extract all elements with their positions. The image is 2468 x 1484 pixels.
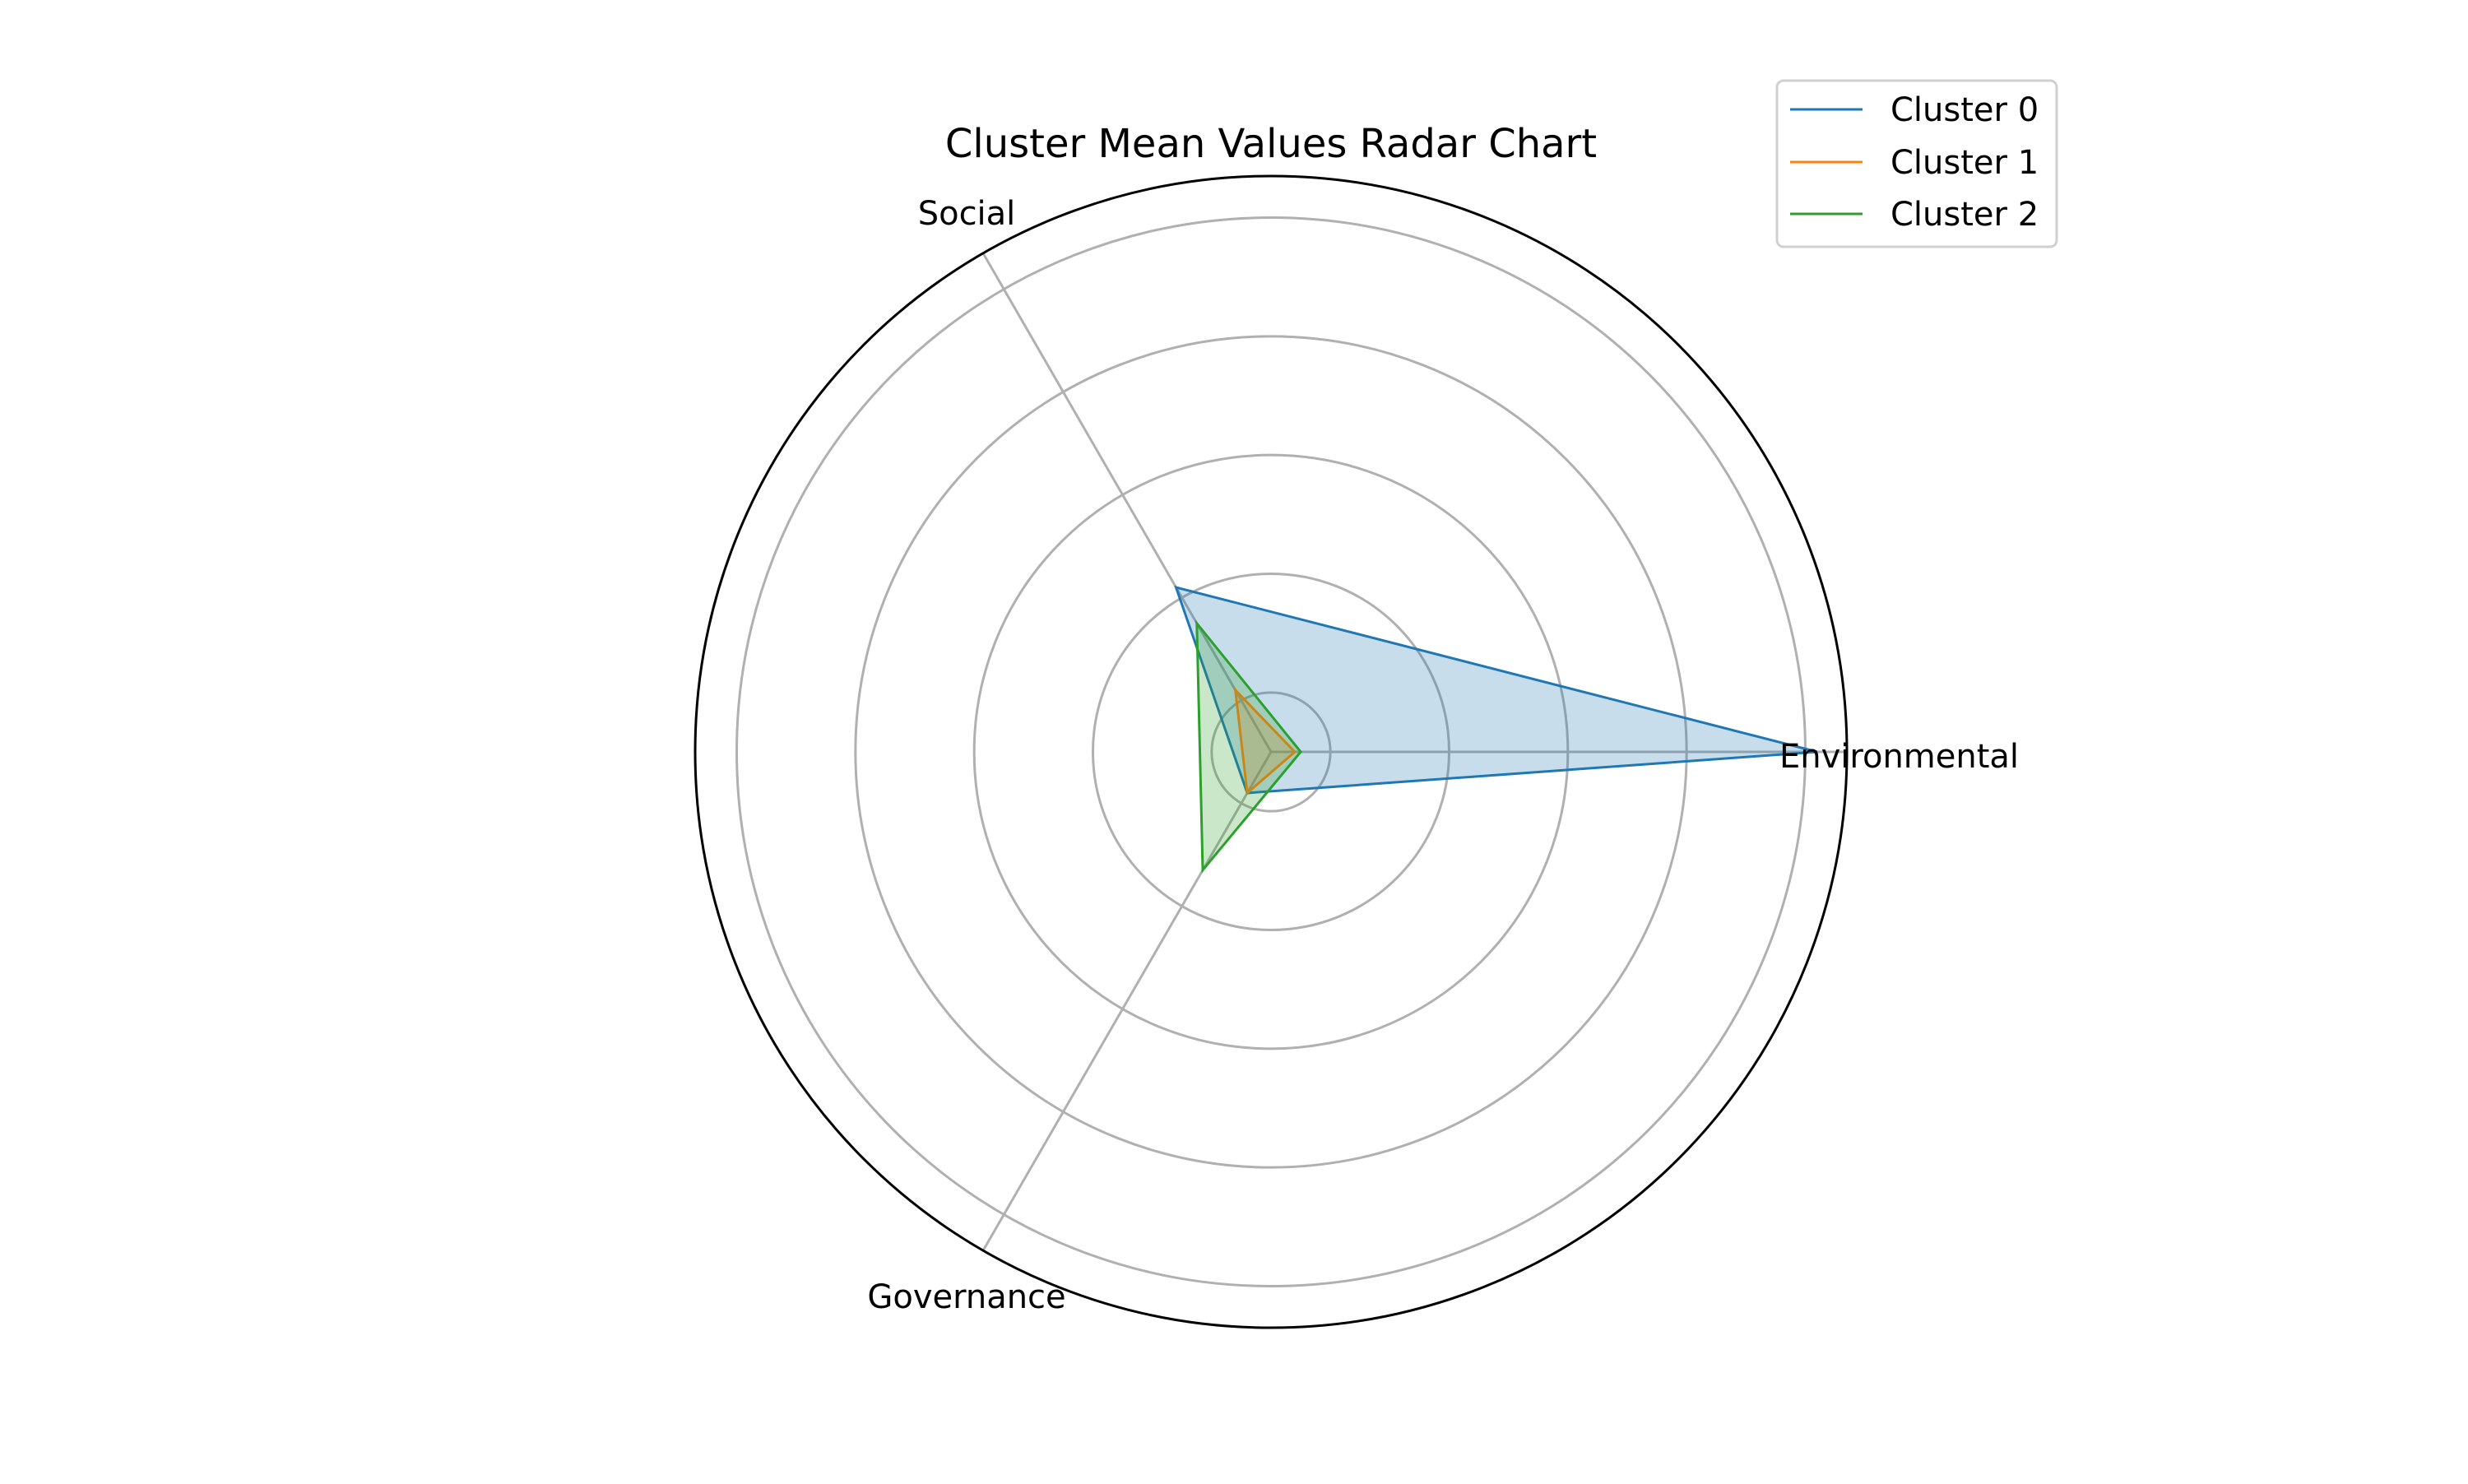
chart-title: Cluster Mean Values Radar Chart <box>945 121 1597 167</box>
series-fill-cluster-2 <box>1196 623 1301 870</box>
axis-label-environmental: Environmental <box>1779 738 2019 776</box>
legend-label-cluster-1: Cluster 1 <box>1890 144 2039 182</box>
series-fill-cluster-1 <box>1235 690 1295 793</box>
series-line-cluster-2 <box>1195 619 1303 874</box>
outer-frame <box>694 174 1849 1329</box>
axis-label-governance: Governance <box>867 1278 1065 1316</box>
radar-axis-labels: Environmental Social Governance <box>867 195 2019 1316</box>
radar-grid <box>694 174 1849 1329</box>
spoke-social <box>981 253 1273 753</box>
series-fill-cluster-0 <box>1176 587 1817 793</box>
spoke-governance <box>981 751 1273 1251</box>
series-line-cluster-0 <box>1174 585 1818 795</box>
legend-box <box>1775 79 2058 248</box>
axis-label-social: Social <box>918 195 1016 233</box>
radar-series <box>1174 585 1818 874</box>
legend-label-cluster-2: Cluster 2 <box>1890 196 2039 234</box>
legend-label-cluster-0: Cluster 0 <box>1890 91 2039 129</box>
legend: Cluster 0 Cluster 1 Cluster 2 <box>1775 79 2058 248</box>
series-line-cluster-1 <box>1233 686 1297 795</box>
